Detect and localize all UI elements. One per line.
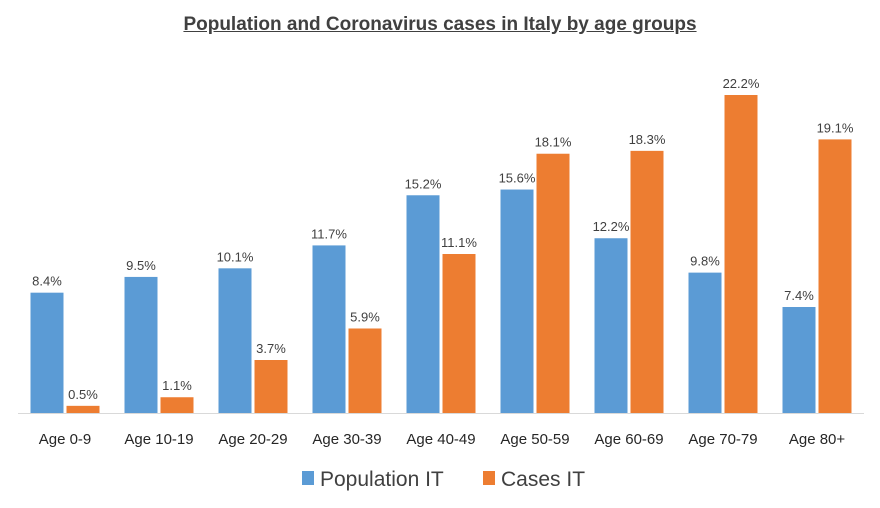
bar-cases-8 [818,139,852,414]
bar-population-5 [500,189,534,413]
bar-cases-0 [66,405,100,413]
data-label-cases-2: 3.7% [256,341,286,356]
data-label-population-2: 10.1% [217,249,254,264]
data-label-cases-6: 18.3% [629,132,666,147]
data-label-population-0: 8.4% [32,274,62,289]
x-tick-label-5: Age 50-59 [500,431,569,448]
data-label-cases-8: 19.1% [817,120,854,135]
data-label-population-3: 11.7% [311,226,347,241]
bar-population-4 [406,195,440,413]
x-tick-label-4: Age 40-49 [406,431,475,448]
data-label-population-8: 7.4% [784,288,814,303]
data-label-population-5: 15.6% [499,171,536,186]
bars-layer [30,95,852,414]
data-label-population-4: 15.2% [405,176,442,191]
legend-swatch-1 [483,471,495,485]
bar-population-2 [218,268,252,413]
x-tick-label-0: Age 0-9 [39,431,92,448]
data-label-cases-1: 1.1% [162,378,192,393]
legend-label-0: Population IT [320,468,444,491]
legend-label-1: Cases IT [501,468,585,491]
bar-population-0 [30,292,64,413]
data-label-cases-3: 5.9% [350,309,380,324]
labels-layer: 8.4% 0.5% 9.5% 1.1% 10.1% 3.7% 11.7% 5.9% 15.2% 1… [32,76,854,402]
bar-cases-3 [348,328,382,413]
bar-population-1 [124,276,158,413]
data-label-population-1: 9.5% [126,258,156,273]
data-label-population-6: 12.2% [593,219,630,234]
bar-population-3 [312,245,346,413]
x-tick-label-3: Age 30-39 [312,431,381,448]
data-label-cases-7: 22.2% [723,76,760,91]
x-tick-labels: Age 0-9 Age 10-19 Age 20-29 Age 30-39 Age 40… [39,431,846,448]
legend-swatch-0 [302,471,314,485]
x-tick-label-8: Age 80+ [789,431,846,448]
bar-cases-4 [442,254,476,413]
bar-cases-1 [160,397,194,413]
bar-cases-2 [254,360,288,413]
chart-title: Population and Coronavirus cases in Ital… [183,14,697,35]
bar-population-6 [594,238,628,413]
data-label-cases-5: 18.1% [535,135,572,150]
data-label-cases-0: 0.5% [68,387,98,402]
bar-population-8 [782,307,816,413]
data-label-cases-4: 11.1% [441,235,477,250]
data-label-population-7: 9.8% [690,254,720,269]
x-tick-label-6: Age 60-69 [594,431,663,448]
x-tick-label-1: Age 10-19 [124,431,193,448]
x-tick-label-7: Age 70-79 [688,431,757,448]
x-tick-label-2: Age 20-29 [218,431,287,448]
bar-cases-5 [536,153,570,413]
bar-population-7 [688,272,722,413]
bar-cases-6 [630,150,664,413]
legend: Population IT Cases IT [302,468,585,491]
bar-cases-7 [724,95,758,413]
